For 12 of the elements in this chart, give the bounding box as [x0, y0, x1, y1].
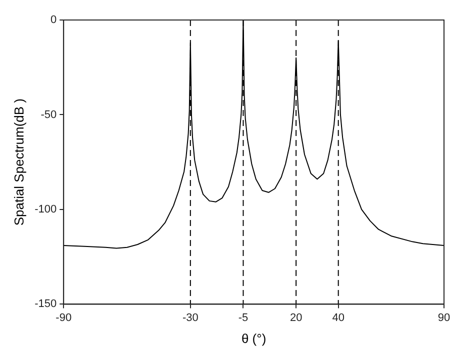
y-tick-label: -150 [34, 298, 57, 310]
y-axis-title: Spatial Spectrum(dB ) [11, 98, 26, 226]
x-tick-label: -90 [56, 312, 72, 324]
y-tick-label: 0 [50, 14, 57, 26]
x-tick-label: 20 [290, 312, 302, 324]
x-axis-title: θ (°) [241, 330, 266, 346]
x-tick-label: -5 [238, 312, 248, 324]
x-tick-label: 90 [438, 312, 450, 324]
x-tick-label: -30 [182, 312, 198, 324]
x-tick-label: 40 [332, 312, 344, 324]
y-tick-label: -100 [34, 204, 57, 216]
y-tick-label: -50 [40, 108, 57, 121]
